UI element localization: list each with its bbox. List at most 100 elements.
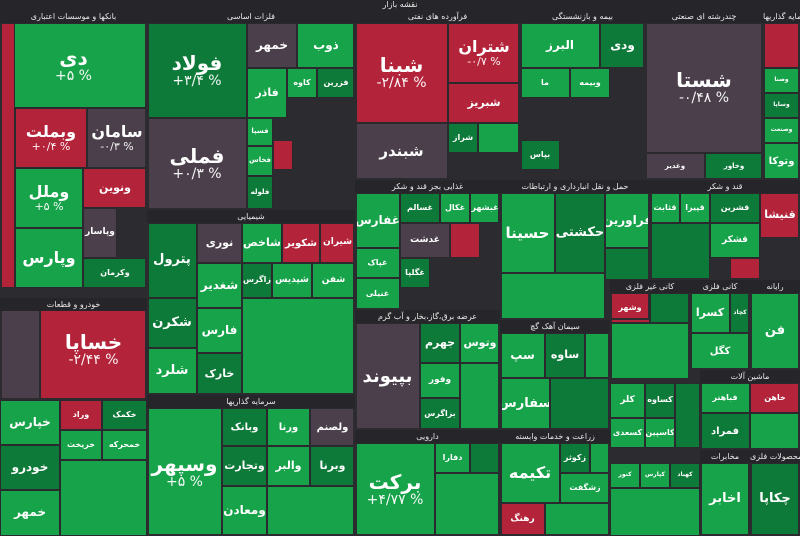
stock-tile[interactable]: شراز bbox=[448, 123, 478, 153]
stock-tile[interactable]: غسالم bbox=[400, 193, 440, 223]
stock-tile[interactable]: خپارس bbox=[0, 400, 60, 445]
stock-tile[interactable]: کنور bbox=[610, 463, 640, 488]
stock-tile[interactable]: پترول bbox=[147, 223, 197, 298]
stock-tile[interactable]: غدشت bbox=[400, 223, 450, 258]
stock-tile[interactable]: وفور bbox=[420, 363, 460, 398]
stock-tile[interactable]: بپیوند bbox=[355, 323, 420, 430]
stock-tile[interactable]: خریخت bbox=[60, 430, 102, 460]
stock-tile[interactable]: فسپا bbox=[247, 118, 273, 146]
stock-tile[interactable]: ولصنم bbox=[310, 408, 355, 446]
stock-tile[interactable]: غبشهر bbox=[470, 193, 500, 223]
stock-tile[interactable] bbox=[478, 123, 520, 153]
stock-tile[interactable]: قپیرا bbox=[680, 193, 710, 223]
stock-tile[interactable]: شبریز bbox=[448, 83, 520, 123]
stock-tile[interactable]: خکمک bbox=[102, 400, 147, 430]
stock-tile[interactable]: خاهن bbox=[750, 383, 800, 413]
stock-tile[interactable]: وملل +۵ % bbox=[15, 168, 83, 228]
stock-tile[interactable]: فملی +۰/۳ % bbox=[147, 118, 247, 210]
stock-tile[interactable]: وکرمان bbox=[83, 258, 147, 288]
stock-tile[interactable] bbox=[550, 378, 610, 430]
stock-tile[interactable]: وپارس bbox=[15, 228, 83, 288]
stock-tile[interactable]: شتران -۰/۷ % bbox=[448, 23, 520, 83]
stock-tile[interactable]: شاخص bbox=[242, 223, 282, 263]
stock-tile[interactable]: فاذر bbox=[247, 68, 287, 118]
stock-tile[interactable]: شیران bbox=[320, 223, 355, 263]
stock-tile[interactable]: غکال bbox=[440, 193, 470, 223]
stock-tile[interactable]: غنیلی bbox=[355, 278, 400, 310]
stock-tile[interactable]: خمهر bbox=[0, 490, 60, 536]
stock-tile[interactable]: کاسپین bbox=[645, 418, 675, 448]
stock-tile[interactable]: وتوکا bbox=[763, 143, 800, 180]
stock-tile[interactable]: وساپا bbox=[763, 93, 800, 118]
stock-tile[interactable] bbox=[0, 23, 15, 288]
stock-tile[interactable]: قشرین bbox=[710, 193, 760, 223]
stock-tile[interactable]: ودی bbox=[600, 23, 645, 68]
stock-tile[interactable] bbox=[60, 460, 147, 536]
stock-tile[interactable]: والبر bbox=[267, 446, 310, 486]
stock-tile[interactable]: وپاسار bbox=[83, 208, 117, 258]
stock-tile[interactable]: دفارا bbox=[435, 443, 470, 473]
stock-tile[interactable]: خمحرکه bbox=[102, 430, 147, 460]
stock-tile[interactable]: کاوه bbox=[287, 68, 317, 98]
stock-tile[interactable]: وغدیر bbox=[645, 153, 705, 180]
stock-tile[interactable]: ذوب bbox=[297, 23, 355, 68]
stock-tile[interactable]: خودرو bbox=[0, 445, 60, 490]
stock-tile[interactable]: فارس bbox=[197, 308, 242, 353]
stock-tile[interactable]: شبنا -۲/۸۴ % bbox=[355, 23, 448, 123]
stock-tile[interactable]: قثابت bbox=[650, 193, 680, 223]
stock-tile[interactable]: قنیشا bbox=[760, 193, 800, 238]
stock-tile[interactable]: شبندر bbox=[355, 123, 448, 180]
stock-tile[interactable] bbox=[267, 486, 355, 536]
stock-tile[interactable]: غپاک bbox=[355, 248, 400, 278]
stock-tile[interactable]: ونوین bbox=[83, 168, 147, 208]
stock-tile[interactable]: شپدیس bbox=[272, 263, 312, 298]
stock-tile[interactable]: شکویر bbox=[282, 223, 320, 263]
stock-tile[interactable]: سپ bbox=[500, 333, 545, 378]
stock-tile[interactable]: فن bbox=[750, 293, 800, 370]
stock-tile[interactable]: وسپهر +۵ % bbox=[147, 408, 222, 536]
stock-tile[interactable]: وتوس bbox=[460, 323, 500, 363]
stock-tile[interactable] bbox=[460, 363, 500, 430]
stock-tile[interactable] bbox=[242, 298, 355, 395]
stock-tile[interactable]: حکشتی bbox=[555, 193, 605, 273]
stock-tile[interactable]: زشگفت bbox=[560, 473, 610, 503]
stock-tile[interactable]: وخاور bbox=[705, 153, 763, 180]
stock-tile[interactable]: بزاگرس bbox=[420, 398, 460, 430]
stock-tile[interactable]: کساوه bbox=[645, 383, 675, 418]
stock-tile[interactable] bbox=[450, 223, 480, 258]
stock-tile[interactable] bbox=[590, 443, 610, 473]
stock-tile[interactable]: کچاد bbox=[730, 293, 750, 333]
stock-tile[interactable]: سفارس bbox=[500, 378, 550, 430]
stock-tile[interactable]: وصنا bbox=[763, 68, 800, 93]
stock-tile[interactable]: اخابر bbox=[700, 463, 750, 536]
stock-tile[interactable]: شلرد bbox=[147, 348, 197, 395]
stock-tile[interactable] bbox=[545, 503, 610, 536]
stock-tile[interactable]: قشکر bbox=[710, 223, 760, 258]
stock-tile[interactable] bbox=[470, 443, 500, 473]
stock-tile[interactable]: کگل bbox=[690, 333, 750, 370]
stock-tile[interactable]: ورنا bbox=[267, 408, 310, 446]
stock-tile[interactable]: کهباد bbox=[670, 463, 700, 488]
stock-tile[interactable]: وشهر bbox=[610, 293, 650, 323]
stock-tile[interactable] bbox=[610, 323, 690, 380]
stock-tile[interactable]: وبانک bbox=[222, 408, 267, 446]
stock-tile[interactable]: خارک bbox=[197, 353, 242, 395]
stock-tile[interactable]: رهنگ bbox=[500, 503, 545, 536]
stock-tile[interactable]: کسعدی bbox=[610, 418, 645, 448]
stock-tile[interactable]: شکرن bbox=[147, 298, 197, 348]
stock-tile[interactable]: غگلپا bbox=[400, 258, 430, 288]
stock-tile[interactable]: خساپا -۲/۴۴ % bbox=[40, 300, 147, 400]
stock-tile[interactable] bbox=[273, 140, 293, 170]
stock-tile[interactable]: ومعادن bbox=[222, 486, 267, 536]
stock-tile[interactable]: زاگرس bbox=[242, 263, 272, 298]
stock-tile[interactable] bbox=[0, 300, 40, 400]
stock-tile[interactable]: حسینا bbox=[500, 193, 555, 273]
stock-tile[interactable]: فباهنر bbox=[700, 383, 750, 413]
stock-tile[interactable] bbox=[650, 223, 710, 280]
stock-tile[interactable]: تکیمه bbox=[500, 443, 560, 503]
stock-tile[interactable]: جهرم bbox=[420, 323, 460, 363]
stock-tile[interactable]: فولاد +۳/۴ % bbox=[147, 23, 247, 118]
stock-tile[interactable]: فمراد bbox=[700, 413, 750, 450]
stock-tile[interactable]: ما bbox=[520, 68, 570, 98]
stock-tile[interactable] bbox=[675, 383, 700, 448]
